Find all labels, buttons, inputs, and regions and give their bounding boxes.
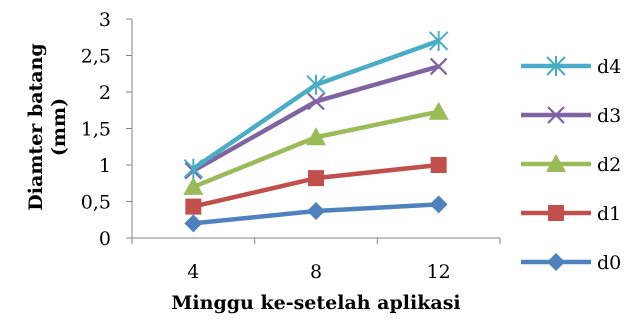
axes <box>126 18 501 244</box>
data-point-d0 <box>307 201 325 220</box>
legend-marker-d4 <box>546 56 566 76</box>
y-tick-label: 2,5 <box>81 46 111 68</box>
series-d0 <box>184 195 448 233</box>
legend-item-d4: d4 <box>521 56 621 78</box>
legend-label-d0: d0 <box>597 252 621 274</box>
series-layer <box>183 30 449 233</box>
data-point-d4 <box>428 30 449 51</box>
data-point-d1 <box>185 198 202 215</box>
y-tick-label: 1 <box>99 155 111 177</box>
series-d2 <box>183 101 449 195</box>
data-point-d3 <box>429 57 448 76</box>
data-point-d2 <box>183 176 204 195</box>
data-point-d0 <box>184 214 203 233</box>
legend-item-d1: d1 <box>521 203 621 225</box>
legend-marker-d3 <box>547 106 565 124</box>
data-point-d3 <box>307 92 325 111</box>
y-tick-labels: 0 0,5 1 1,5 2 2,5 3 <box>81 9 111 250</box>
x-axis-title: Minggu ke-setelah aplikasi <box>171 292 460 314</box>
legend-label-d4: d4 <box>597 56 621 78</box>
y-axis-title-line-1: Diamter batang <box>25 43 47 210</box>
data-point-d0 <box>429 195 448 214</box>
y-tick-label: 1,5 <box>81 119 111 141</box>
x-tick-label: 4 <box>187 261 199 283</box>
y-tick-label: 0 <box>99 228 111 250</box>
legend-marker-d0 <box>547 253 565 271</box>
legend-item-d3: d3 <box>521 105 621 127</box>
data-point-d1 <box>308 170 324 187</box>
legend: d4 d3 d2 d1 d0 <box>521 56 621 274</box>
data-point-d2 <box>428 101 449 120</box>
x-tick-labels: 4 8 12 <box>187 261 450 283</box>
legend-marker-d1 <box>548 205 564 221</box>
data-point-d4 <box>183 158 204 179</box>
legend-marker-d2 <box>546 154 566 172</box>
y-tick-label: 3 <box>99 9 111 31</box>
x-tick-label: 8 <box>310 261 322 283</box>
legend-item-d2: d2 <box>521 154 621 176</box>
series-d4 <box>183 30 449 179</box>
legend-label-d3: d3 <box>597 105 621 127</box>
data-point-d1 <box>430 157 447 173</box>
data-point-d4 <box>306 74 326 95</box>
series-d1 <box>185 157 447 215</box>
legend-item-d0: d0 <box>521 252 621 274</box>
legend-label-d2: d2 <box>597 154 621 176</box>
y-tick-label: 0,5 <box>81 192 111 214</box>
y-tick-label: 2 <box>99 82 111 104</box>
legend-label-d1: d1 <box>597 203 621 225</box>
x-tick-label: 12 <box>427 261 451 283</box>
y-axis-title-line-2: (mm) <box>48 98 70 156</box>
data-point-d2 <box>306 127 326 146</box>
